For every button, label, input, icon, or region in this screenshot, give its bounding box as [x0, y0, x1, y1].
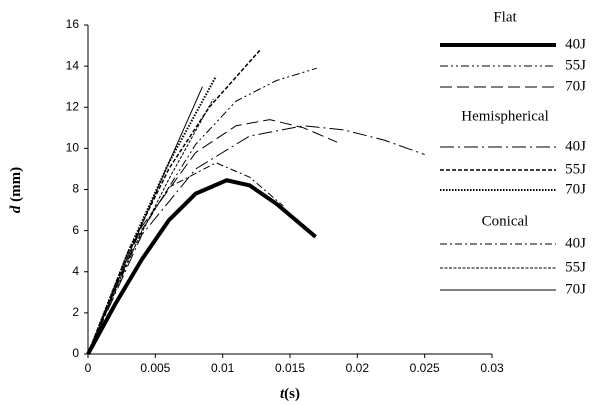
y-tick-label: 10	[66, 141, 80, 155]
y-tick-label: 16	[66, 17, 80, 31]
legend-label: 70J	[565, 181, 586, 197]
series-line	[87, 125, 425, 355]
y-tick-label: 12	[66, 99, 80, 113]
legend-label: 55J	[565, 161, 586, 177]
y-tick-label: 8	[72, 182, 79, 196]
x-axis-unit: (s)	[284, 386, 300, 402]
legend-label: 55J	[565, 259, 586, 275]
x-axis-symbol: t	[280, 386, 285, 402]
y-tick-label: 0	[72, 346, 79, 360]
y-tick-label: 6	[72, 223, 79, 237]
x-tick-label: 0.025	[410, 361, 440, 375]
legend-label: 40J	[565, 138, 586, 154]
legend-group-title: Conical	[482, 213, 529, 229]
series-line	[86, 178, 317, 355]
series-line	[87, 49, 261, 355]
x-tick-label: 0.02	[346, 361, 370, 375]
x-axis-title: t(s)	[280, 386, 300, 402]
series-line	[87, 67, 318, 355]
y-tick-label: 4	[72, 264, 79, 278]
series-line	[87, 162, 284, 355]
x-tick-label: 0	[85, 361, 92, 375]
series-line	[87, 119, 338, 355]
y-axis-symbol: d	[8, 205, 24, 213]
x-tick-label: 0.01	[211, 361, 235, 375]
y-tick-label: 2	[72, 305, 79, 319]
y-tick-label: 14	[66, 58, 80, 72]
legend-group-title: Flat	[493, 9, 517, 25]
legend-label: 40J	[565, 235, 586, 251]
series-line	[87, 86, 203, 355]
legend-label: 55J	[565, 57, 586, 73]
series-line	[87, 98, 214, 355]
y-axis-title: d (mm)	[8, 167, 24, 213]
legend-label: 40J	[565, 36, 586, 52]
x-tick-label: 0.015	[275, 361, 305, 375]
legend-label: 70J	[565, 78, 586, 94]
x-tick-label: 0.03	[480, 361, 504, 375]
legend-group-title: Hemispherical	[461, 108, 548, 124]
y-axis-unit: (mm)	[8, 167, 24, 202]
legend-label: 70J	[565, 281, 586, 297]
x-tick-label: 0.005	[140, 361, 170, 375]
